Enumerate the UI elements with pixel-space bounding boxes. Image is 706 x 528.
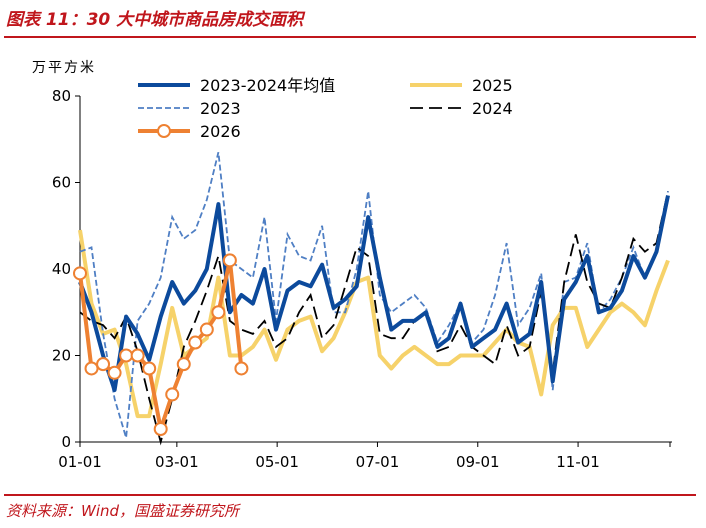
x-tick-label-05-01: 05-01 (255, 453, 299, 471)
x-tick-label-11-01: 11-01 (556, 453, 600, 471)
x-tick-label-01-01: 01-01 (58, 453, 102, 471)
point-2026-1 (73, 266, 87, 281)
point-2026-11 (188, 335, 203, 350)
source-rule (4, 494, 696, 496)
y-tick-label-40: 40 (52, 260, 71, 278)
line-chart: 0 20 40 60 80 01-01 03-01 05-01 07-01 09-01 11-01 万… (32, 60, 672, 471)
series-line-avg (78, 195, 670, 393)
source-note: 资料来源：Wind，国盛证券研究所 (6, 502, 240, 520)
series-layer (73, 151, 670, 446)
point-2026-3 (96, 357, 111, 372)
point-2026-10 (176, 357, 191, 372)
y-axis-unit-label: 万平方米 (32, 60, 96, 76)
series-line-y2024 (79, 191, 669, 446)
x-tick-label-03-01: 03-01 (155, 453, 199, 471)
point-2026-13 (211, 305, 226, 320)
point-2026-4 (107, 365, 122, 380)
point-2026-7 (142, 361, 157, 376)
legend-label-y2024: 2024 (472, 99, 513, 118)
point-2026-15 (234, 361, 249, 376)
y-tick-label-20: 20 (52, 347, 71, 365)
series-line-y2025 (78, 229, 670, 419)
legend-label-y2026: 2026 (200, 122, 241, 141)
point-2026-6 (130, 348, 145, 363)
y-tick-label-80: 80 (52, 87, 71, 105)
point-2026-12 (199, 322, 214, 337)
legend-label-avg: 2023-2024年均值 (200, 76, 335, 95)
legend-label-y2023: 2023 (200, 99, 241, 118)
chart-legend: 2023-2024年均值 2025 2023 2024 2026 (138, 76, 513, 141)
legend-marker-2026 (157, 124, 171, 138)
point-2026-5 (119, 348, 134, 363)
legend-label-y2025: 2025 (472, 76, 513, 95)
y-tick-label-60: 60 (52, 174, 71, 192)
x-tick-label-09-01: 09-01 (456, 453, 500, 471)
point-2026-9 (165, 387, 180, 402)
x-tick-label-07-01: 07-01 (356, 453, 400, 471)
point-2026-14 (222, 253, 237, 268)
chart-axes: 0 20 40 60 80 01-01 03-01 05-01 07-01 09-01 11-01 万… (32, 60, 672, 471)
series-line-y2023 (79, 151, 669, 438)
point-2026-8 (153, 422, 168, 437)
title-rule (4, 36, 696, 38)
figure-title: 图表 11：30 大中城市商品房成交面积 (6, 10, 304, 30)
y-tick-label-0: 0 (61, 433, 71, 451)
point-2026-2 (84, 361, 99, 376)
